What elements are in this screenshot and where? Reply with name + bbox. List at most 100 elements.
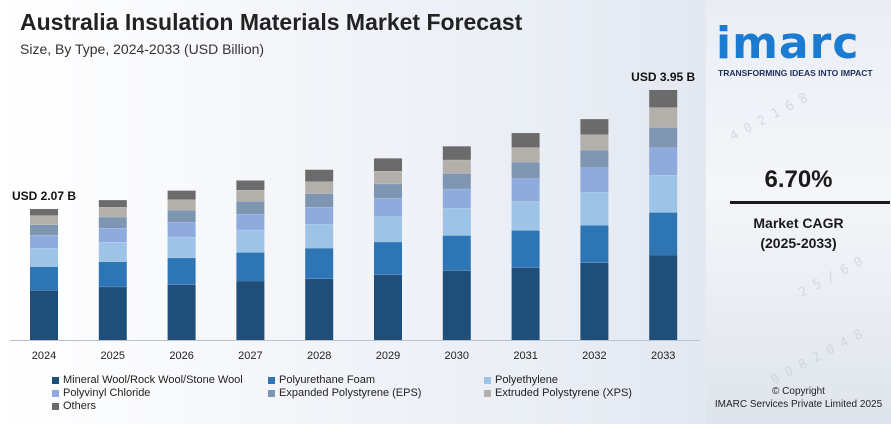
bar-segment [236, 201, 265, 214]
x-tick-label: 2028 [307, 350, 331, 362]
bar-segment [30, 224, 58, 236]
legend-swatch [52, 402, 59, 410]
x-tick-label: 2027 [238, 350, 262, 362]
bar-segment [580, 225, 609, 263]
legend-label: Polyethylene [495, 374, 558, 386]
bar-segment [305, 278, 334, 340]
bar-segment [580, 192, 609, 226]
bar-segment [511, 147, 540, 163]
bar-segment [305, 169, 334, 182]
legend-label: Expanded Polystyrene (EPS) [279, 387, 422, 399]
bar-segment [580, 134, 609, 151]
legend-label: Others [63, 400, 97, 412]
bar-segment [374, 183, 402, 199]
background-decoration: 2 5 / 6 0 [796, 254, 866, 301]
bar-segment [167, 190, 196, 200]
bar-segment [305, 207, 334, 225]
bar-segment [442, 146, 471, 160]
bar-segment [30, 215, 58, 225]
bar-segment [511, 267, 540, 340]
bar-segment [511, 230, 540, 268]
bar-segment [374, 241, 402, 275]
bar-segment [236, 229, 265, 253]
bar-segment [30, 208, 58, 216]
chart-subtitle: Size, By Type, 2024-2033 (USD Billion) [20, 41, 265, 57]
bar-segment [167, 236, 196, 258]
legend-item: Polyvinyl Chloride [52, 387, 150, 399]
chart-title: Australia Insulation Materials Market Fo… [20, 9, 523, 35]
bar-segment [374, 171, 402, 184]
bar-segment [305, 224, 334, 249]
side-panel: 4 0 2 1 6 8 2 5 / 6 0 0 0 8 2 0 4 8 imar… [706, 0, 891, 424]
bar-segment [98, 200, 127, 208]
bar-segment [305, 248, 334, 279]
x-tick-label: 2026 [169, 350, 193, 362]
copyright: © Copyright IMARC Services Private Limit… [706, 385, 891, 411]
bar-segment [580, 167, 609, 193]
legend-item: Expanded Polystyrene (EPS) [268, 387, 421, 399]
legend-swatch [52, 389, 59, 397]
legend-swatch [484, 376, 491, 384]
bar-segment [580, 150, 609, 168]
bar-segment [374, 158, 402, 172]
x-tick-label: 2033 [651, 350, 675, 362]
bar-segment [649, 107, 678, 128]
bar-segment [236, 180, 265, 191]
legend-swatch [268, 376, 275, 384]
bar-segment [649, 175, 678, 213]
legend-item: Others [52, 400, 96, 412]
bar-segment [374, 274, 402, 340]
bar-segment [98, 286, 127, 340]
x-tick-label: 2031 [513, 350, 537, 362]
value-annotation: USD 3.95 B [631, 70, 695, 84]
legend-label: Mineral Wool/Rock Wool/Stone Wool [63, 374, 243, 386]
bar-segment [167, 199, 196, 211]
bar-segment [649, 212, 678, 255]
bar-segment [511, 162, 540, 179]
cagr-divider [730, 201, 890, 204]
x-tick-label: 2025 [101, 350, 125, 362]
copyright-line1: © Copyright [772, 386, 825, 397]
bar-segment [98, 207, 127, 217]
bar-segment [580, 119, 609, 135]
bar-segment [30, 290, 58, 340]
bar-segment [30, 266, 58, 291]
bar-segment [374, 198, 402, 217]
imarc-logo: imarc [716, 18, 860, 69]
bar-segment [442, 188, 471, 209]
bar-segment [236, 214, 265, 230]
legend-item: Extruded Polystyrene (XPS) [484, 387, 632, 399]
chart-legend: Mineral Wool/Rock Wool/Stone Wool Polyure… [52, 374, 702, 420]
cagr-value: 6.70% [764, 166, 833, 193]
copyright-line2: IMARC Services Private Limited 2025 [714, 399, 883, 410]
bar-segment [649, 90, 678, 108]
bar-segment [98, 242, 127, 262]
cagr-label-line1: Market CAGR [753, 215, 844, 231]
legend-label: Polyurethane Foam [279, 374, 375, 386]
legend-swatch [484, 389, 491, 397]
bar-segment [580, 262, 609, 340]
bar-segment [30, 248, 58, 267]
bar-segment [649, 147, 678, 175]
cagr-label: Market CAGR (2025-2033) [706, 213, 891, 253]
bar-segment [374, 216, 402, 242]
legend-label: Polyvinyl Chloride [63, 387, 151, 399]
x-tick-label: 2029 [376, 350, 400, 362]
bar-segment [167, 222, 196, 237]
bar-segment [442, 173, 471, 189]
legend-label: Extruded Polystyrene (XPS) [495, 387, 632, 399]
legend-swatch [268, 389, 275, 397]
bar-segment [167, 284, 196, 340]
bar-segment [236, 190, 265, 202]
value-annotation: USD 2.07 B [12, 189, 76, 203]
bar-segment [442, 159, 471, 174]
stacked-bar-chart: 2024 2025 2026 2027 2028 2029 2030 2031 2032 2033… [10, 70, 700, 362]
bar-segment [236, 280, 265, 340]
bar-segment [649, 127, 678, 148]
cagr-label-line2: (2025-2033) [760, 235, 837, 251]
bar-segment [98, 261, 127, 287]
bar-segment [511, 201, 540, 231]
legend-swatch [52, 376, 59, 384]
brand-tagline: TRANSFORMING IDEAS INTO IMPACT [718, 68, 873, 78]
legend-item: Polyurethane Foam [268, 374, 375, 386]
